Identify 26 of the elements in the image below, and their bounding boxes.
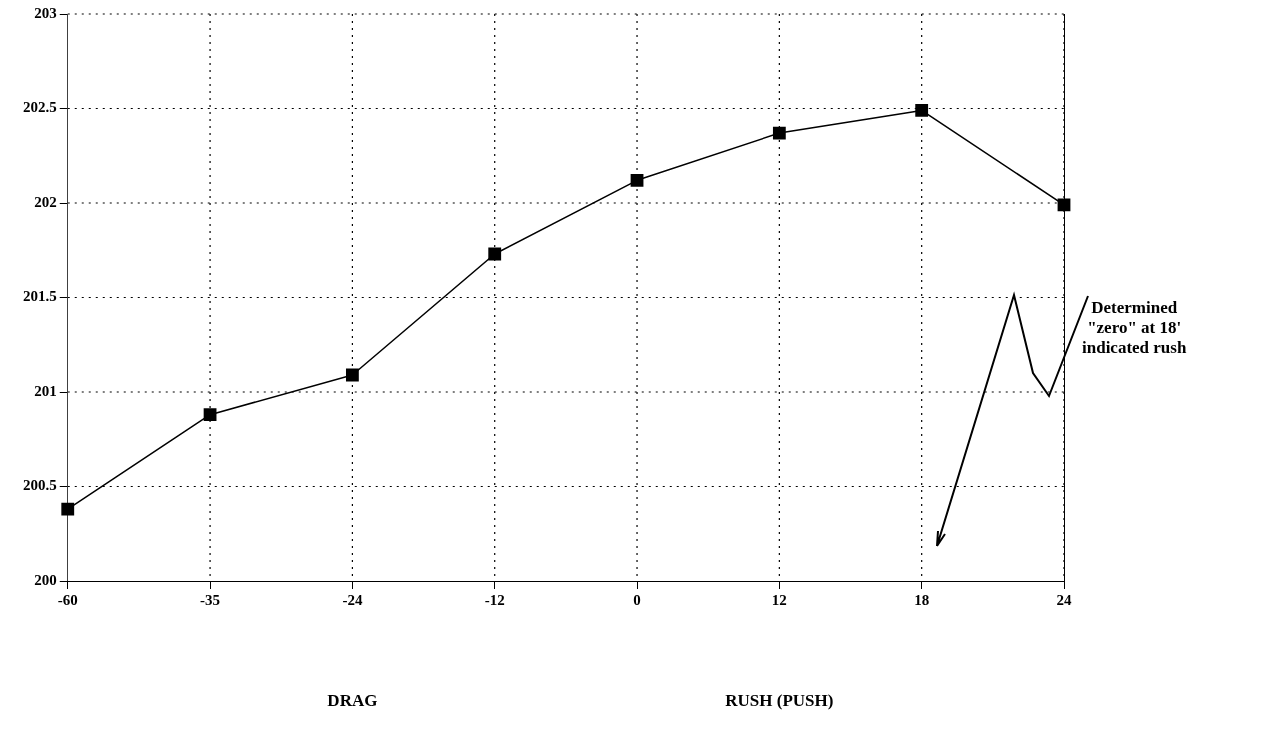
x-tick-label: -60 xyxy=(57,591,78,608)
x-tick-label: 12 xyxy=(771,591,787,608)
x-tick-label: 0 xyxy=(633,591,641,608)
point xyxy=(772,126,786,140)
y-tick-label: 202 xyxy=(34,193,57,210)
text: RUSH (PUSH) xyxy=(725,691,834,711)
y-tick-label: 200 xyxy=(34,571,57,588)
point xyxy=(915,103,929,117)
x-tick-label: -12 xyxy=(484,591,505,608)
point xyxy=(630,173,644,187)
y-tick-label: 203 xyxy=(34,4,57,21)
x-tick-label: -35 xyxy=(200,591,221,608)
point xyxy=(1057,198,1071,212)
x-tick-label: 24 xyxy=(1056,591,1072,608)
y-tick-label: 202.5 xyxy=(23,99,57,116)
y-tick-label: 200.5 xyxy=(23,477,57,494)
x-tick-label: -24 xyxy=(342,591,363,608)
text: Determined "zero" at 18' indicated rush xyxy=(1082,297,1187,358)
point xyxy=(61,502,75,516)
point xyxy=(345,368,359,382)
text: DRAG xyxy=(327,691,378,711)
point xyxy=(203,408,217,422)
point xyxy=(488,247,502,261)
y-tick-label: 201 xyxy=(34,382,57,399)
y-tick-label: 201.5 xyxy=(23,288,57,305)
x-tick-label: 18 xyxy=(914,591,930,608)
